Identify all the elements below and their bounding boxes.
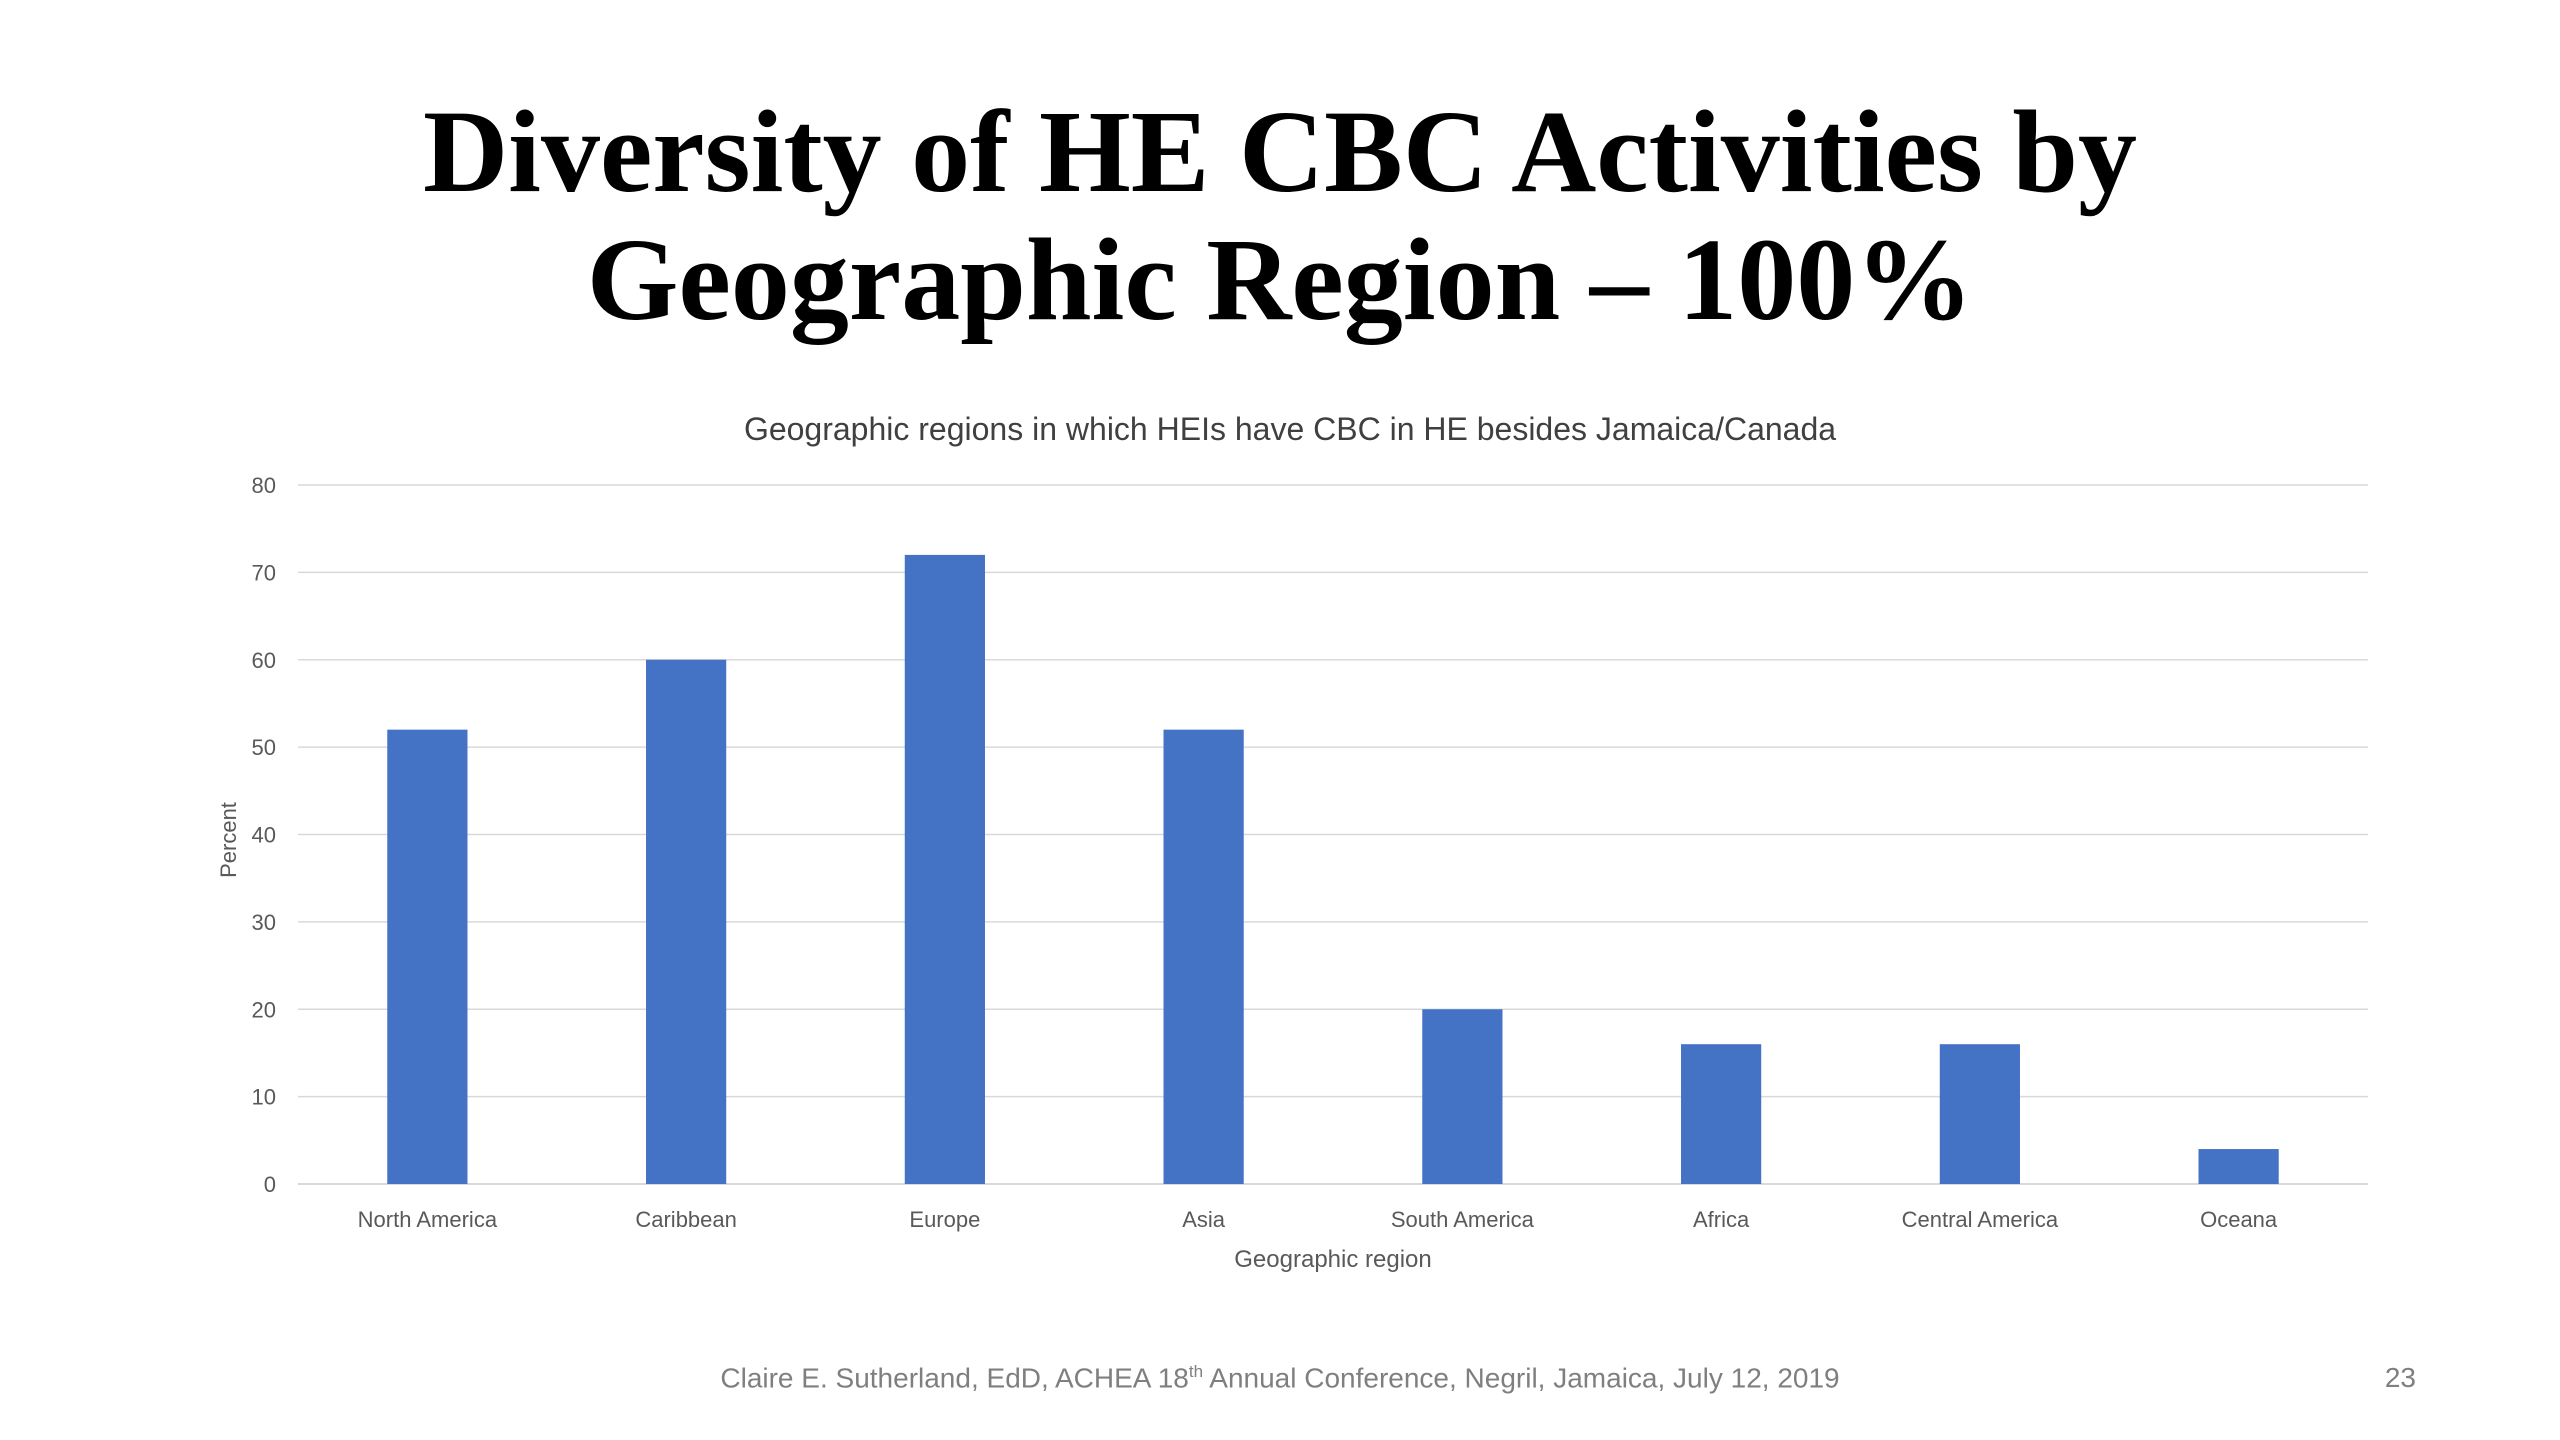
bar (646, 659, 727, 1184)
bars (387, 554, 2279, 1184)
y-tick-label: 50 (252, 735, 276, 760)
footer-citation: Claire E. Sutherland, EdD, ACHEA 18th An… (0, 1362, 2560, 1394)
x-axis-ticks: North America Caribbean Europe Asia South Am… (358, 1207, 2278, 1232)
footer-author: Claire E. Sutherland, EdD, ACHEA 18 (720, 1362, 1189, 1394)
page-number: 23 (2384, 1362, 2416, 1393)
bar (2198, 1149, 2279, 1184)
y-tick-label: 0 (264, 1172, 276, 1197)
bar (1422, 1009, 1503, 1184)
x-tick-label: South America (1391, 1207, 1535, 1232)
y-tick-label: 70 (252, 560, 276, 585)
chart-title: Geographic regions in which HEIs have CB… (744, 411, 1836, 447)
y-tick-label: 20 (252, 997, 276, 1022)
slide-title: Diversity of HE CBC Activities by Geogra… (0, 88, 2560, 344)
slide-title-line-1: Diversity of HE CBC Activities by (422, 86, 2138, 217)
bar (1939, 1044, 2020, 1184)
footer-ordinal-suffix: th (1188, 1362, 1204, 1381)
x-tick-label: Central America (1902, 1207, 2059, 1232)
y-tick-label: 80 (252, 473, 276, 498)
footer-event: Annual Conference, Negril, Jamaica, July… (1203, 1362, 1840, 1394)
x-tick-label: Africa (1693, 1207, 1750, 1232)
y-tick-label: 10 (252, 1085, 276, 1110)
bar (387, 729, 468, 1184)
y-axis-label: Percent (216, 802, 241, 878)
x-tick-label: Caribbean (635, 1207, 737, 1232)
y-tick-label: 60 (252, 648, 276, 673)
bar (904, 554, 985, 1184)
x-tick-label: North America (358, 1207, 498, 1232)
slide-title-line-2: Geographic Region – 100% (586, 214, 1974, 345)
bar (1163, 729, 1244, 1184)
x-tick-label: Asia (1182, 1207, 1226, 1232)
bar (1681, 1044, 1762, 1184)
y-tick-label: 30 (252, 910, 276, 935)
x-tick-label: Europe (909, 1207, 980, 1232)
y-tick-label: 40 (252, 823, 276, 848)
gridlines (298, 484, 2368, 1185)
x-axis-label: Geographic region (1234, 1246, 1431, 1273)
x-tick-label: Oceana (2200, 1207, 2278, 1232)
y-axis-ticks: 0 10 20 30 40 50 60 70 80 (252, 473, 276, 1197)
